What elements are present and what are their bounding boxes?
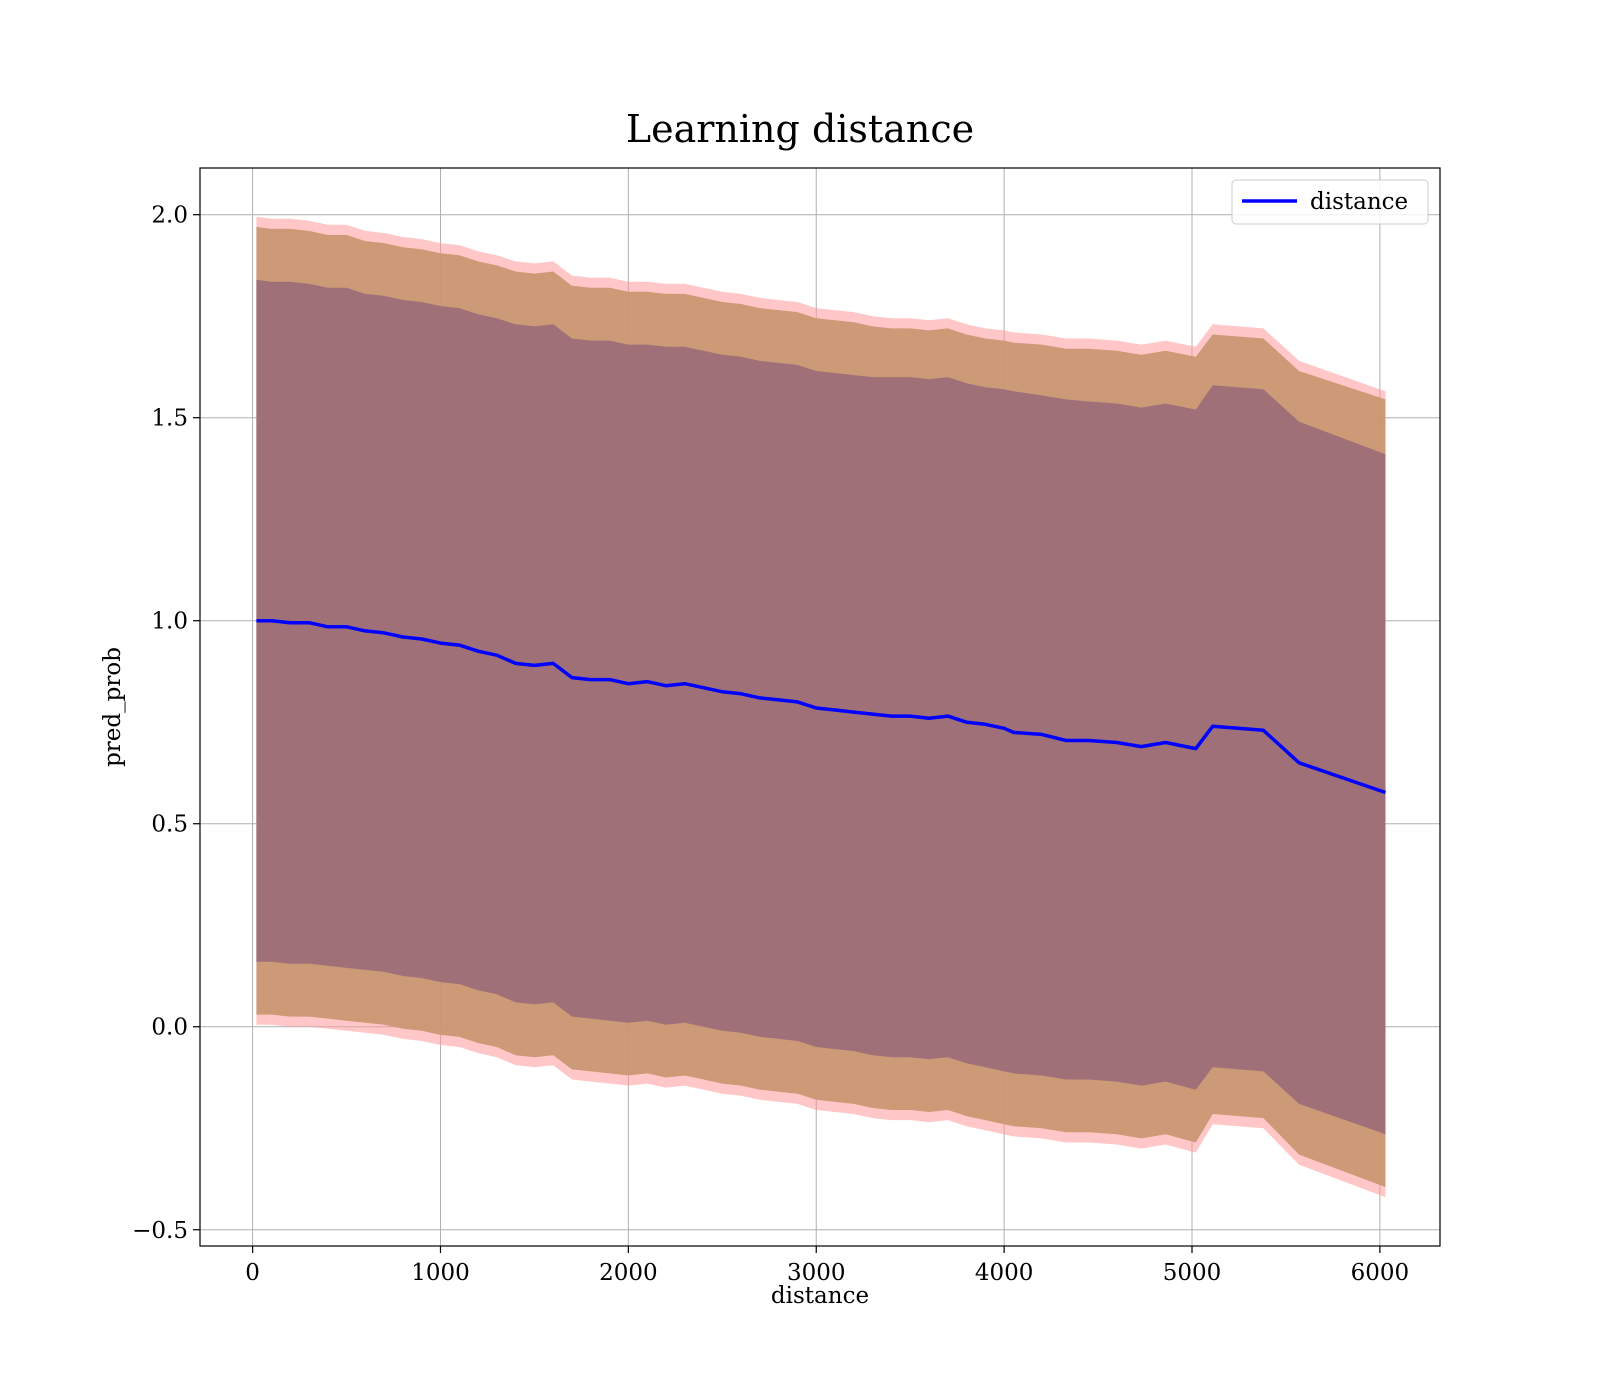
y-axis-label: pred_prob — [100, 647, 126, 767]
y-tick-label-2: 0.5 — [151, 812, 188, 838]
legend: distance — [1231, 179, 1429, 225]
x-tick-label-1: 1000 — [411, 1260, 470, 1286]
x-tick-label-4: 4000 — [975, 1260, 1034, 1286]
chart-title: Learning distance — [626, 107, 974, 151]
x-tick-label-5: 5000 — [1163, 1260, 1222, 1286]
y-tick-label-0: −0.5 — [132, 1218, 188, 1244]
x-tick-label-6: 6000 — [1351, 1260, 1410, 1286]
legend-box — [1231, 179, 1429, 225]
y-tick-label-3: 1.0 — [151, 609, 188, 635]
series-line-distance — [256, 618, 1387, 795]
y-tick-label-4: 1.5 — [151, 406, 188, 432]
x-tick-label-2: 2000 — [599, 1260, 658, 1286]
legend-entry-distance: distance — [1310, 189, 1408, 215]
x-tick-label-3: 3000 — [787, 1260, 846, 1286]
series-lines — [256, 618, 1387, 795]
x-tick-label-0: 0 — [245, 1260, 260, 1286]
plot-frame — [199, 167, 1441, 1247]
y-tick-label-5: 2.0 — [151, 203, 188, 229]
x-axis-label: distance — [771, 1283, 869, 1309]
ticks: 0 1000 2000 3000 4000 5000 6000 −0.5 0.0 0.5 1.0 1.… — [132, 203, 1409, 1286]
y-tick-label-1: 0.0 — [151, 1015, 188, 1041]
